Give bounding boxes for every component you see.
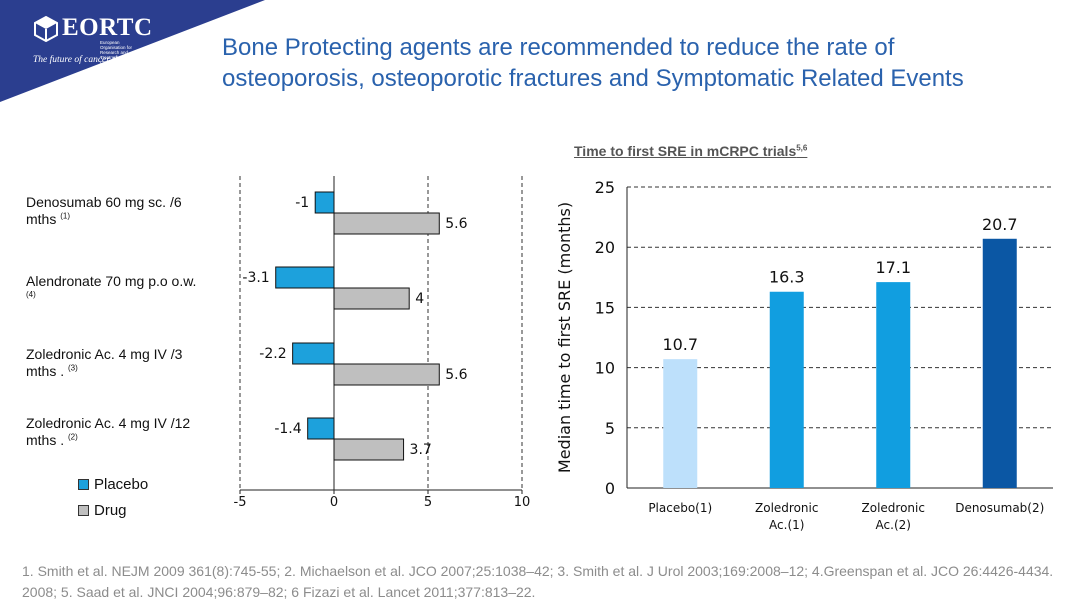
sre-bar-label: 20.7	[982, 215, 1018, 234]
sre-x-tick-label: Denosumab(2)	[955, 501, 1044, 515]
placebo-bar-label: -1.4	[274, 421, 301, 437]
row-label-zoledronic-12: Zoledronic Ac. 4 mg IV /12 mths . (2)	[26, 415, 190, 449]
drug-bar	[333, 438, 405, 461]
row-label-ref: (1)	[60, 211, 71, 221]
placebo-bar-label: -3.1	[242, 270, 269, 286]
slide-title: Bone Protecting agents are recommended t…	[222, 32, 964, 94]
sre-x-tick-label: Ac.(1)	[769, 518, 804, 532]
sre-chart-title-text: Time to first SRE in mCRPC trials	[574, 143, 797, 159]
logo-banner	[0, 0, 265, 102]
sre-bar	[769, 291, 804, 488]
legend-drug-swatch	[78, 505, 89, 516]
logo-subtitle: European Organisation for Research and T…	[100, 40, 133, 65]
sre-bar	[663, 359, 698, 488]
sre-bar	[982, 238, 1017, 488]
sre-y-tick-label: 10	[595, 359, 615, 378]
bmd-x-tick-label: -5	[234, 495, 247, 510]
placebo-bar	[292, 342, 335, 365]
drug-bar-label: 4	[415, 291, 424, 307]
drug-bar-label: 5.6	[445, 367, 467, 383]
bmd-x-tick-label: 0	[330, 495, 338, 510]
sre-y-tick-label: 25	[595, 178, 615, 197]
sre-bar	[876, 282, 911, 488]
placebo-bar	[307, 417, 335, 440]
bmd-x-tick-label: 10	[514, 495, 530, 510]
drug-bar-label: 3.7	[410, 442, 432, 458]
bmd-chart: -50510Change in BMD (%) after 1 year-15.…	[234, 176, 530, 510]
legend-drug: Drug	[78, 502, 127, 519]
sre-x-tick-label: Ac.(2)	[876, 518, 911, 532]
legend-placebo: Placebo	[78, 476, 148, 493]
sre-y-tick-label: 20	[595, 238, 615, 257]
sre-bar-label: 10.7	[662, 335, 698, 354]
row-label-text: Zoledronic Ac. 4 mg IV /3	[26, 346, 183, 362]
eortc-logo-icon	[34, 16, 58, 42]
slide-title-line-2: osteoporosis, osteoporotic fractures and…	[222, 65, 964, 92]
sre-x-tick-label: Zoledronic	[862, 501, 925, 515]
logo-name: EORTC	[62, 14, 153, 41]
row-label-text: mths .	[26, 432, 65, 448]
sre-chart-title-ref: 5,6	[796, 143, 808, 153]
placebo-bar	[314, 191, 335, 214]
sre-chart: 0 5 10 15 20 25 Median time to first SRE (mont…	[555, 178, 1053, 532]
legend-placebo-label: Placebo	[94, 476, 149, 493]
row-label-denosumab: Denosumab 60 mg sc. /6 mths (1)	[26, 194, 182, 228]
placebo-bar-label: -1	[295, 195, 309, 211]
sre-y-tick-label: 0	[605, 479, 615, 498]
row-label-text: Alendronate 70 mg p.o o.w.	[26, 273, 197, 289]
row-label-ref: (3)	[68, 363, 78, 373]
sre-y-tick-label: 15	[595, 298, 615, 317]
placebo-bar	[275, 266, 335, 289]
legend-placebo-swatch	[78, 479, 89, 490]
drug-bar-label: 5.6	[445, 216, 467, 232]
drug-bar	[333, 212, 440, 235]
placebo-bar-label: -2.2	[259, 346, 286, 362]
row-label-alendronate: Alendronate 70 mg p.o o.w. (4)	[26, 273, 196, 299]
row-label-text: Denosumab 60 mg sc. /6	[26, 194, 182, 210]
sre-x-tick-label: Zoledronic	[755, 501, 818, 515]
row-label-zoledronic-3: Zoledronic Ac. 4 mg IV /3 mths . (3)	[26, 346, 182, 380]
row-label-ref: (4)	[26, 290, 36, 299]
sre-chart-title: Time to first SRE in mCRPC trials5,6	[574, 143, 807, 159]
sre-x-tick-label: Placebo(1)	[648, 501, 712, 515]
sre-y-tick-label: 5	[605, 419, 615, 438]
drug-bar	[333, 363, 440, 386]
row-label-text: mths	[26, 211, 57, 227]
row-label-text: mths .	[26, 363, 65, 379]
slide-title-line-1: Bone Protecting agents are recommended t…	[222, 34, 895, 61]
references-footnote: 1. Smith et al. NEJM 2009 361(8):745-55;…	[22, 563, 1054, 600]
sre-bar-label: 16.3	[769, 268, 805, 287]
bmd-x-tick-label: 5	[424, 495, 432, 510]
row-label-text: Zoledronic Ac. 4 mg IV /12	[26, 415, 191, 431]
legend-drug-label: Drug	[94, 502, 127, 519]
drug-bar	[333, 287, 410, 310]
row-label-ref: (2)	[68, 432, 78, 442]
logo-tagline: The future of cancer therapy	[33, 55, 142, 65]
sre-bar-label: 17.1	[875, 258, 911, 277]
sre-y-axis-label: Median time to first SRE (months)	[555, 202, 574, 473]
